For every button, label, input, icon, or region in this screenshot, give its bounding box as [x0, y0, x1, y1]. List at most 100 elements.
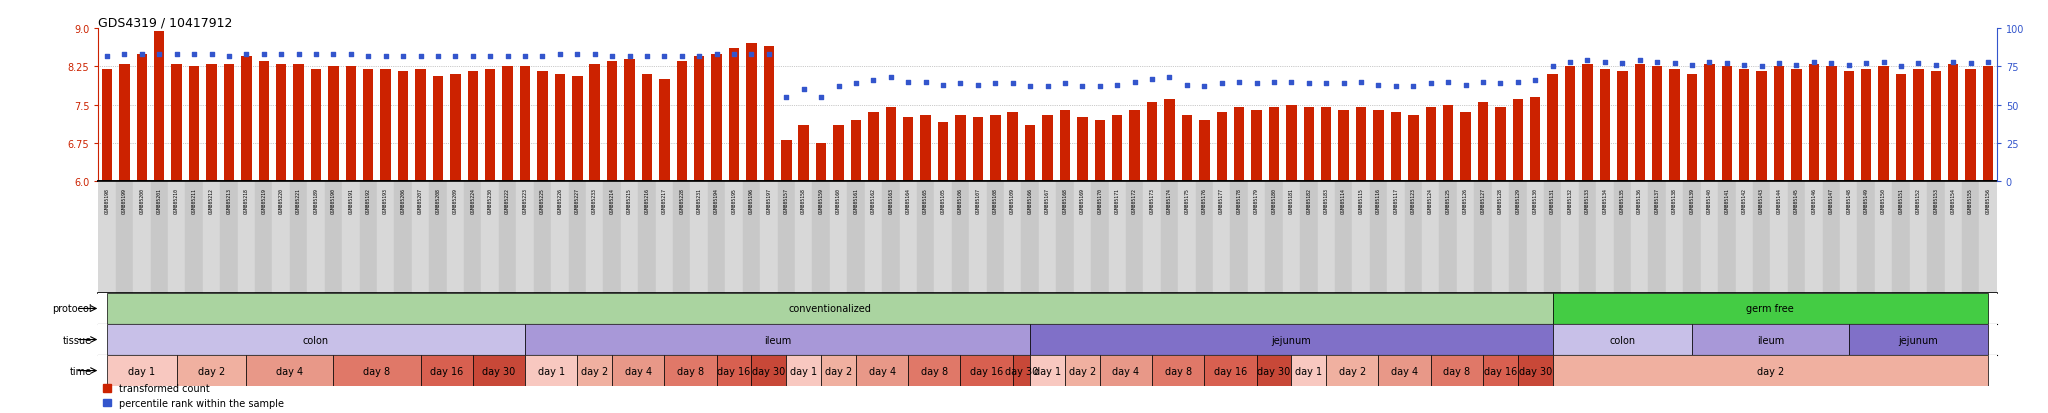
Text: GSM805219: GSM805219 — [262, 187, 266, 213]
Text: GSM805213: GSM805213 — [227, 187, 231, 213]
Point — [1763, 61, 1796, 67]
Bar — [1669, 70, 1679, 182]
Point — [666, 53, 698, 60]
Text: day 1: day 1 — [791, 366, 817, 376]
Bar — [1108, 182, 1126, 293]
Bar — [1982, 67, 1993, 182]
Text: protocol: protocol — [53, 304, 92, 314]
Bar — [242, 57, 252, 182]
Bar — [1391, 113, 1401, 182]
Bar — [621, 182, 639, 293]
Bar — [1966, 70, 1976, 182]
Text: GSM805154: GSM805154 — [1952, 187, 1956, 213]
Text: GSM805221: GSM805221 — [297, 187, 301, 213]
Bar — [133, 182, 152, 293]
Bar — [1432, 355, 1483, 386]
Bar — [938, 123, 948, 182]
Text: day 1: day 1 — [1034, 366, 1061, 376]
Bar — [1649, 182, 1665, 293]
Point — [961, 82, 993, 89]
Text: GSM805163: GSM805163 — [889, 187, 893, 213]
Text: day 30: day 30 — [1006, 366, 1038, 376]
Point — [891, 79, 924, 86]
Point — [1640, 59, 1673, 66]
Text: day 8: day 8 — [1444, 366, 1470, 376]
Point — [1030, 84, 1065, 90]
Bar — [381, 70, 391, 182]
Text: GSM805168: GSM805168 — [1063, 187, 1067, 213]
Point — [1102, 82, 1135, 89]
Bar — [907, 355, 961, 386]
Bar — [1321, 108, 1331, 182]
Bar — [272, 182, 291, 293]
Text: GSM805200: GSM805200 — [139, 187, 143, 213]
Point — [1919, 62, 1952, 69]
Bar — [1386, 182, 1405, 293]
Point — [700, 52, 733, 58]
Text: GSM805225: GSM805225 — [541, 187, 545, 213]
Text: GSM805126: GSM805126 — [1462, 187, 1468, 213]
Bar — [360, 182, 377, 293]
Text: GSM805206: GSM805206 — [401, 187, 406, 213]
Bar — [780, 141, 791, 182]
Bar — [1300, 182, 1317, 293]
Text: GSM805177: GSM805177 — [1219, 187, 1225, 213]
Bar — [1456, 182, 1475, 293]
Point — [526, 53, 559, 60]
Bar — [1030, 355, 1065, 386]
Text: day 1: day 1 — [129, 366, 156, 376]
Text: GSM805193: GSM805193 — [383, 187, 389, 213]
Bar — [1630, 182, 1649, 293]
Text: ileum: ileum — [1757, 335, 1784, 345]
Bar — [1491, 182, 1509, 293]
Bar — [1292, 355, 1327, 386]
Point — [1223, 79, 1255, 86]
Text: GSM805149: GSM805149 — [1864, 187, 1868, 213]
Point — [369, 53, 401, 60]
Bar — [1128, 110, 1141, 182]
Text: GSM805159: GSM805159 — [819, 187, 823, 213]
Bar — [451, 75, 461, 182]
Text: GSM805170: GSM805170 — [1098, 187, 1102, 213]
Point — [1729, 62, 1761, 69]
Bar — [1978, 182, 1997, 293]
Point — [125, 52, 158, 58]
Bar — [1022, 182, 1038, 293]
Text: GSM805180: GSM805180 — [1272, 187, 1276, 213]
Bar — [346, 67, 356, 182]
Bar — [1614, 182, 1630, 293]
Bar — [639, 182, 655, 293]
Text: day 30: day 30 — [481, 366, 516, 376]
Point — [90, 53, 123, 60]
Point — [682, 53, 715, 60]
Bar — [1008, 113, 1018, 182]
Text: GSM805165: GSM805165 — [924, 187, 928, 213]
Bar — [864, 182, 883, 293]
Bar — [1583, 64, 1593, 182]
Bar — [1198, 121, 1210, 182]
Point — [1815, 61, 1847, 67]
Point — [1624, 58, 1657, 64]
Text: day 2: day 2 — [1069, 366, 1096, 376]
Bar — [1753, 182, 1769, 293]
Text: GSM805209: GSM805209 — [453, 187, 459, 213]
Bar — [223, 64, 233, 182]
Point — [770, 95, 803, 101]
Bar — [1552, 324, 1692, 355]
Point — [178, 52, 211, 58]
Bar — [1282, 182, 1300, 293]
Point — [1659, 61, 1692, 67]
Point — [735, 52, 768, 58]
Text: GSM805116: GSM805116 — [1376, 187, 1380, 213]
Bar — [485, 70, 496, 182]
Bar — [690, 182, 709, 293]
Bar — [1257, 355, 1292, 386]
Bar — [795, 182, 813, 293]
Bar — [311, 70, 322, 182]
Bar — [176, 355, 246, 386]
Point — [1171, 82, 1204, 89]
Point — [752, 52, 784, 58]
Bar — [1739, 70, 1749, 182]
Text: GSM805196: GSM805196 — [750, 187, 754, 213]
Text: GSM805210: GSM805210 — [174, 187, 178, 213]
